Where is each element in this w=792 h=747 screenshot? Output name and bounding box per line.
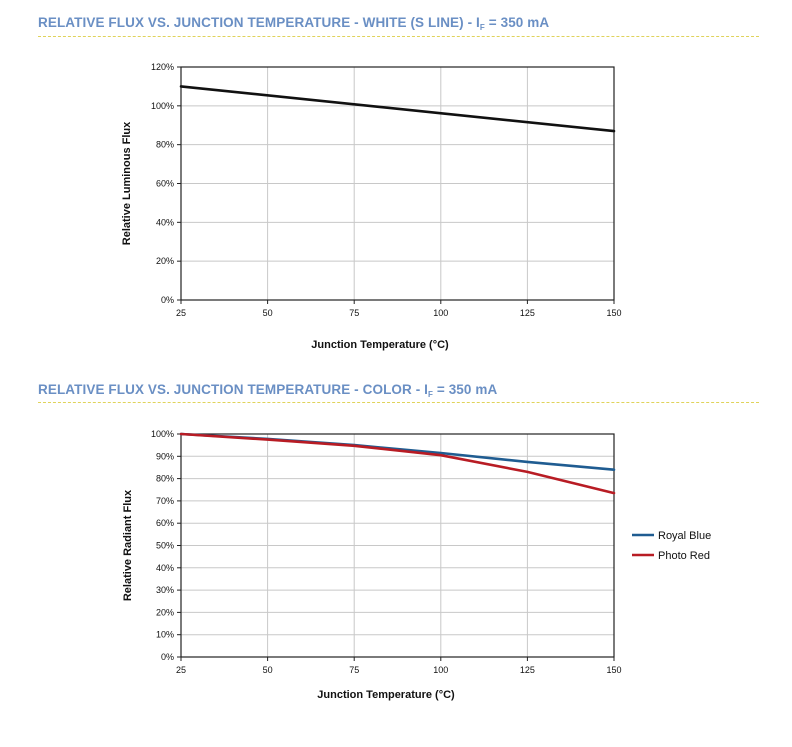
color-y-tick-label: 100%	[151, 429, 174, 439]
white-x-tick-label: 25	[176, 308, 186, 318]
white-y-tick-label: 80%	[156, 140, 174, 150]
white-y-tick-label: 100%	[151, 101, 174, 111]
color-x-tick-label: 50	[263, 665, 273, 675]
color-title-divider	[38, 402, 759, 403]
white-y-tick-label: 0%	[161, 295, 174, 305]
color-x-tick-label: 125	[520, 665, 535, 675]
white-title-divider	[38, 36, 759, 37]
white-x-tick-label: 75	[349, 308, 359, 318]
color-series-photo-red-line	[179, 432, 616, 495]
color-y-tick-label: 80%	[156, 474, 174, 484]
color-y-tick-label: 60%	[156, 518, 174, 528]
white-x-tick-label: 50	[263, 308, 273, 318]
white-series-white-line	[179, 85, 616, 133]
white-x-tick-label: 150	[606, 308, 621, 318]
legend-royal-blue-label: Royal Blue	[658, 530, 711, 542]
color-y-axis-label: Relative Radiant Flux	[122, 489, 134, 601]
white-y-tick-label: 40%	[156, 217, 174, 227]
color-y-tick-label: 30%	[156, 585, 174, 595]
white-chart-title: RELATIVE FLUX VS. JUNCTION TEMPERATURE -…	[38, 15, 550, 32]
legend-photo-red-label: Photo Red	[658, 550, 710, 562]
white-x-axis-label: Junction Temperature (°C)	[311, 339, 449, 351]
white-y-tick-label: 60%	[156, 179, 174, 189]
color-chart-title: RELATIVE FLUX VS. JUNCTION TEMPERATURE -…	[38, 382, 498, 399]
white-y-tick-label: 120%	[151, 62, 174, 72]
color-y-tick-label: 70%	[156, 496, 174, 506]
color-x-axis-label: Junction Temperature (°C)	[317, 689, 455, 701]
color-y-tick-label: 10%	[156, 630, 174, 640]
color-y-tick-label: 0%	[161, 652, 174, 662]
color-x-tick-label: 100	[433, 665, 448, 675]
color-y-tick-label: 50%	[156, 541, 174, 551]
color-x-tick-label: 75	[349, 665, 359, 675]
color-y-tick-label: 90%	[156, 451, 174, 461]
white-x-tick-label: 100	[433, 308, 448, 318]
color-y-tick-label: 20%	[156, 607, 174, 617]
color-x-tick-label: 150	[606, 665, 621, 675]
color-x-tick-label: 25	[176, 665, 186, 675]
white-y-tick-label: 20%	[156, 256, 174, 266]
white-x-tick-label: 125	[520, 308, 535, 318]
white-y-axis-label: Relative Luminous Flux	[121, 121, 133, 245]
color-y-tick-label: 40%	[156, 563, 174, 573]
